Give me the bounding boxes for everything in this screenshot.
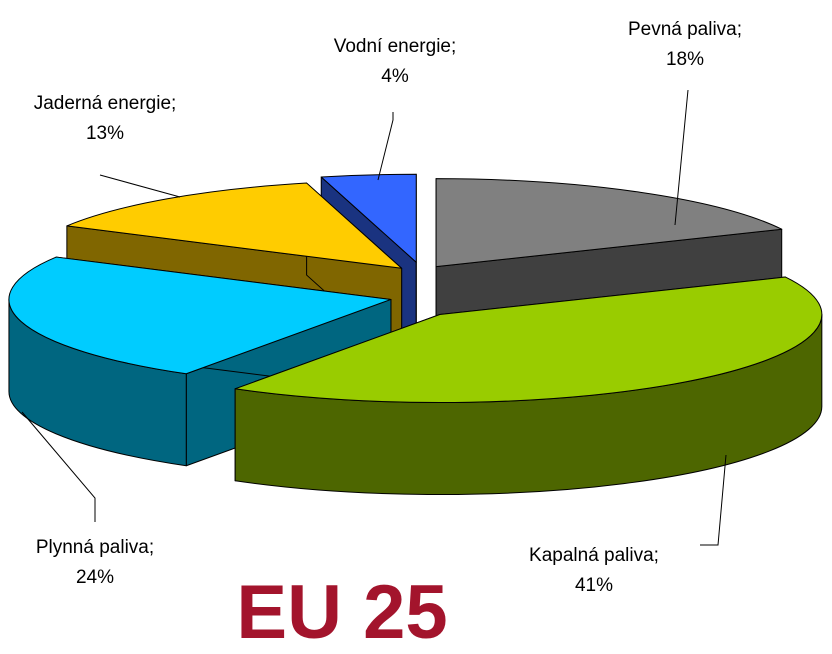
leader-line (21, 411, 96, 522)
data-label-value: 18% (666, 49, 704, 70)
data-label-value: 4% (381, 66, 409, 87)
leader-line (674, 89, 689, 226)
slice-top (320, 173, 417, 263)
chart-title: EU 25 (236, 570, 447, 654)
data-label-name: Plynná paliva; (36, 537, 154, 558)
slice-top (66, 182, 403, 269)
data-label-name: Jaderná energie; (34, 93, 177, 114)
data-label-name: Kapalná paliva; (529, 545, 659, 566)
pie (8, 173, 823, 495)
leader-line (99, 174, 181, 198)
data-label-name: Vodní energie; (334, 36, 457, 57)
data-label-value: 41% (575, 575, 613, 596)
data-label-name: Pevná paliva; (628, 19, 742, 40)
data-label-value: 24% (76, 567, 114, 588)
leader-line (377, 112, 394, 181)
slice-top (234, 276, 823, 403)
slice-top (8, 256, 392, 375)
leader-line (700, 454, 727, 546)
slice (234, 276, 823, 495)
slice-top (435, 178, 783, 268)
data-label-value: 13% (86, 123, 124, 144)
